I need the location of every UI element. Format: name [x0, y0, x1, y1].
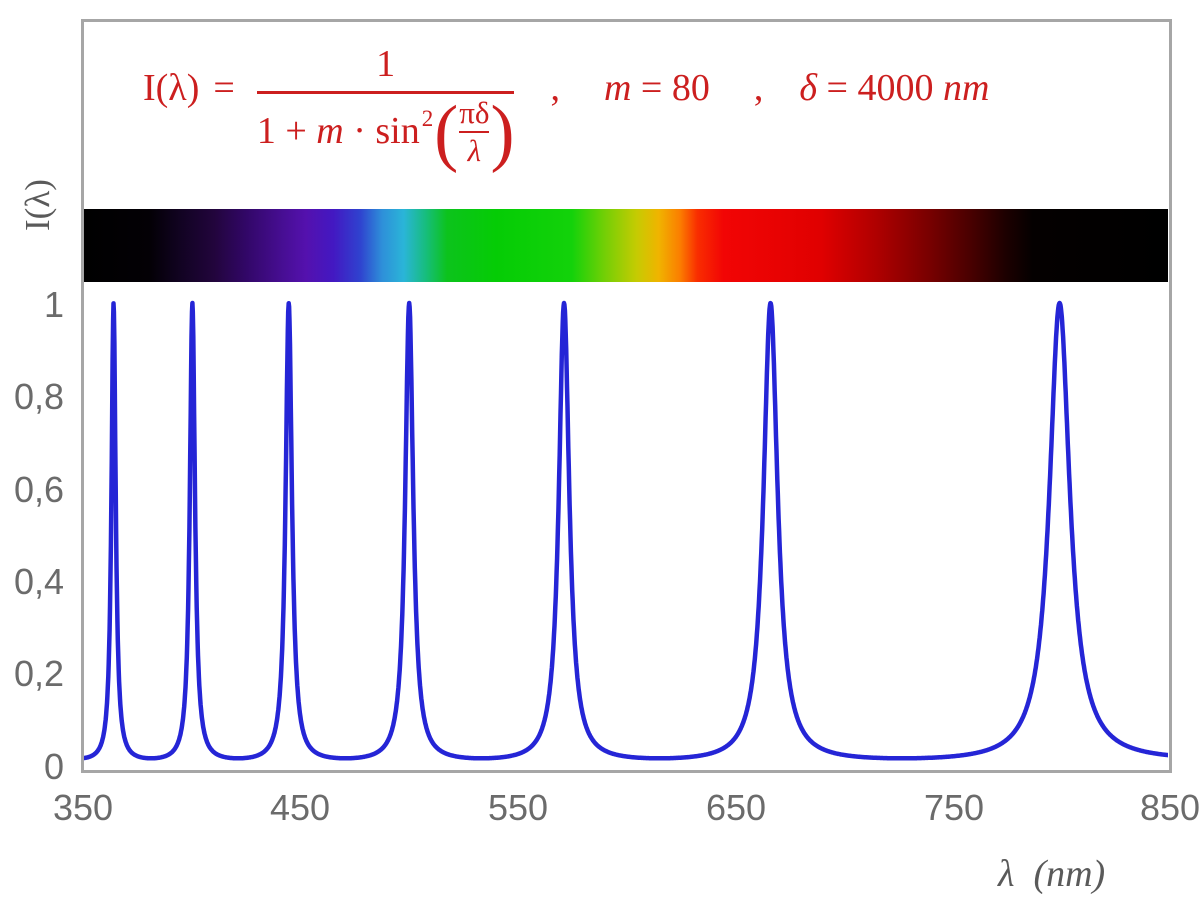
x-tick-550: 550 — [487, 787, 549, 828]
param-m-var: m — [603, 67, 632, 110]
x-tick-450: 450 — [269, 787, 331, 828]
formula-lhs: I(λ) — [143, 67, 200, 110]
equals-sign: = — [213, 67, 235, 110]
x-tick-350: 350 — [52, 787, 114, 828]
y-tick-0-2: 0,2 — [13, 653, 64, 694]
denominator-text: 1 + — [256, 110, 317, 153]
fraction-numerator: 1 — [376, 43, 396, 85]
denominator-m: m — [316, 110, 344, 153]
inner-numerator: πδ — [459, 94, 490, 130]
param-delta: δ = 4000 nm — [799, 67, 990, 110]
intensity-curve-svg — [84, 300, 1168, 761]
sin-exponent: 2 — [421, 105, 434, 131]
fraction-bar — [256, 90, 515, 94]
param-delta-var: δ — [799, 67, 818, 110]
param-delta-unit: nm — [942, 67, 990, 110]
param-m-value: = 80 — [631, 67, 710, 110]
param-delta-value: = 4000 — [817, 67, 943, 110]
chart-border-box — [81, 19, 1172, 773]
inner-denominator: λ — [467, 133, 482, 169]
formula-fraction: 1 1 + m · sin 2 ( πδ λ ) — [256, 43, 515, 175]
inner-fraction: πδ λ — [459, 94, 490, 169]
comma-separator-2: , — [753, 67, 764, 110]
y-tick-0-6: 0,6 — [13, 469, 64, 510]
x-tick-650: 650 — [705, 787, 767, 828]
x-axis-title: λ (nm) — [998, 853, 1106, 895]
y-tick-0-8: 0,8 — [13, 376, 64, 417]
comma-separator: , — [550, 67, 560, 110]
intensity-curve — [84, 300, 1168, 761]
right-paren: ) — [490, 90, 515, 175]
y-axis-title: I(λ) — [18, 179, 57, 231]
x-tick-750: 750 — [923, 787, 985, 828]
denominator-sin: · sin — [343, 110, 420, 153]
left-paren: ( — [434, 90, 459, 175]
y-tick-0-4: 0,4 — [13, 561, 64, 602]
fraction-denominator: 1 + m · sin 2 ( πδ λ ) — [256, 90, 515, 175]
x-tick-850: 850 — [1139, 787, 1200, 828]
inner-fraction-bar — [459, 131, 490, 134]
y-tick-0: 0 — [43, 746, 64, 787]
param-m: m = 80 — [603, 67, 710, 110]
spectrum-bar — [84, 209, 1168, 282]
formula: I(λ) = 1 1 + m · sin 2 ( πδ λ ) , m = 80… — [143, 43, 990, 175]
y-tick-1: 1 — [43, 284, 64, 325]
